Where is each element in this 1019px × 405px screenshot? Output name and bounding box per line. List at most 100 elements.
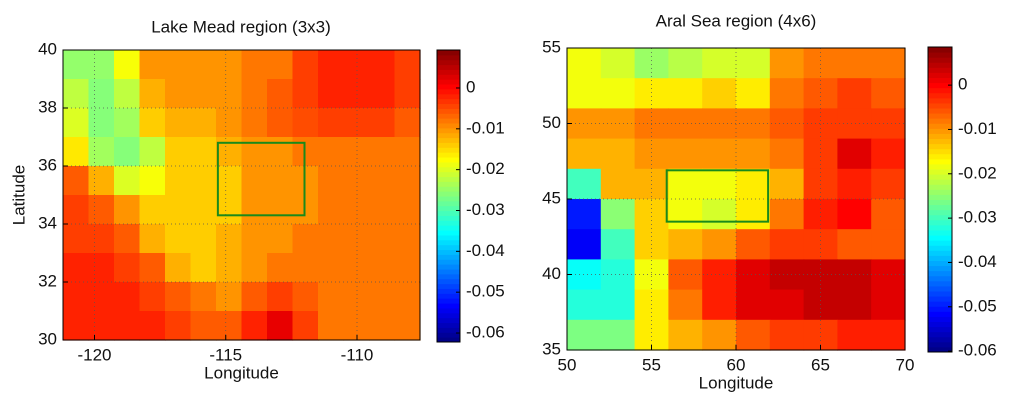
heat-cell bbox=[567, 48, 602, 79]
colorbar-band bbox=[928, 224, 952, 231]
heat-cell bbox=[668, 199, 703, 230]
heat-cell bbox=[267, 282, 294, 312]
colorbar-band bbox=[437, 142, 460, 148]
x-tick-label: -110 bbox=[341, 345, 374, 364]
heat-cell bbox=[165, 79, 192, 109]
colorbar-band bbox=[437, 264, 460, 270]
chart-title: Lake Mead region (3x3) bbox=[151, 17, 331, 36]
colorbar-band bbox=[928, 102, 952, 109]
heat-cell bbox=[803, 48, 838, 79]
heat-cell bbox=[114, 195, 141, 225]
y-axis-label: Latitude bbox=[9, 165, 28, 226]
heat-cell bbox=[871, 78, 906, 109]
heat-cell bbox=[165, 50, 192, 80]
heat-cell bbox=[369, 195, 396, 225]
x-tick-label: 60 bbox=[727, 355, 746, 374]
heat-cell bbox=[871, 108, 906, 140]
colorbar-band bbox=[437, 303, 460, 309]
colorbar-band bbox=[437, 118, 460, 124]
colorbar-band bbox=[437, 249, 460, 255]
colorbar-band bbox=[928, 326, 952, 333]
colorbar-band bbox=[437, 269, 460, 275]
colorbar-band bbox=[928, 153, 952, 160]
x-tick-label: -115 bbox=[209, 345, 242, 364]
heat-cell bbox=[216, 282, 243, 312]
colorbar-band bbox=[437, 137, 460, 143]
colorbar-band bbox=[928, 336, 952, 343]
heat-cell bbox=[394, 224, 421, 254]
heat-cell bbox=[369, 282, 396, 312]
colorbar-band bbox=[437, 64, 460, 70]
heat-cell bbox=[600, 48, 636, 79]
colorbar-band bbox=[437, 278, 460, 285]
colorbar-band bbox=[928, 148, 952, 155]
heat-cell bbox=[241, 253, 268, 283]
heat-cell bbox=[190, 79, 217, 109]
heat-cell bbox=[600, 259, 636, 291]
colorbar-band bbox=[928, 128, 952, 134]
colorbar-band bbox=[928, 143, 952, 150]
heat-cell bbox=[88, 108, 115, 138]
heat-cell bbox=[769, 48, 805, 79]
heat-cell bbox=[114, 166, 141, 196]
colorbar-band bbox=[928, 296, 952, 302]
colorbar-band bbox=[928, 108, 952, 114]
colorbar-band bbox=[928, 291, 952, 297]
colorbar-band bbox=[437, 59, 460, 66]
colorbar-band bbox=[437, 50, 460, 56]
colorbar-band bbox=[928, 270, 952, 277]
colorbar-band bbox=[928, 321, 952, 328]
colorbar-band bbox=[437, 215, 460, 221]
heat-cell bbox=[190, 137, 217, 167]
heat-cell bbox=[668, 259, 703, 291]
colorbar-band bbox=[928, 255, 952, 261]
colorbar-band bbox=[437, 186, 460, 192]
heat-cell bbox=[736, 78, 771, 109]
y-tick-label: 55 bbox=[542, 37, 561, 56]
heat-cell bbox=[165, 224, 192, 254]
heat-cell bbox=[292, 79, 319, 109]
heat-cell bbox=[165, 311, 192, 341]
heat-cell bbox=[318, 311, 345, 341]
heat-cell bbox=[190, 50, 217, 80]
colorbar-band bbox=[437, 132, 460, 139]
colorbar-band bbox=[437, 113, 460, 119]
colorbar-band bbox=[437, 259, 460, 265]
colorbar-band bbox=[437, 307, 460, 314]
heat-cell bbox=[837, 289, 872, 321]
heat-cell bbox=[139, 79, 166, 109]
colorbar-band bbox=[928, 204, 952, 211]
colorbar-band bbox=[437, 166, 460, 173]
x-tick-label: 50 bbox=[558, 355, 577, 374]
heat-cell bbox=[190, 108, 217, 138]
heat-cell bbox=[702, 138, 737, 170]
colorbar-band bbox=[928, 240, 952, 246]
heat-cell bbox=[702, 168, 737, 200]
colorbar-band bbox=[437, 108, 460, 114]
heat-cell bbox=[769, 289, 805, 321]
colorbar-band bbox=[437, 283, 460, 289]
colorbar-band bbox=[928, 87, 952, 94]
colorbar-band bbox=[928, 209, 952, 216]
colorbar-band bbox=[928, 123, 952, 129]
heat-cell bbox=[190, 311, 217, 341]
colorbar-band bbox=[437, 234, 460, 241]
x-tick-label: 65 bbox=[811, 355, 830, 374]
heat-cell bbox=[668, 138, 703, 170]
heat-cell bbox=[736, 319, 771, 351]
heat-cell bbox=[634, 78, 669, 109]
heat-cell bbox=[241, 224, 268, 254]
heat-cell bbox=[668, 48, 703, 79]
heat-cell bbox=[216, 166, 243, 196]
heat-cell bbox=[318, 195, 345, 225]
colorbar-tick-label: -0.04 bbox=[466, 241, 505, 260]
heat-cell bbox=[369, 79, 396, 109]
heat-cell bbox=[114, 108, 141, 138]
heat-cell bbox=[702, 229, 737, 260]
colorbar-band bbox=[437, 273, 460, 280]
heat-cell bbox=[165, 253, 192, 283]
heat-cell bbox=[267, 79, 294, 109]
heat-cell bbox=[241, 50, 268, 80]
heat-cell bbox=[871, 229, 906, 260]
heat-cell bbox=[216, 79, 243, 109]
